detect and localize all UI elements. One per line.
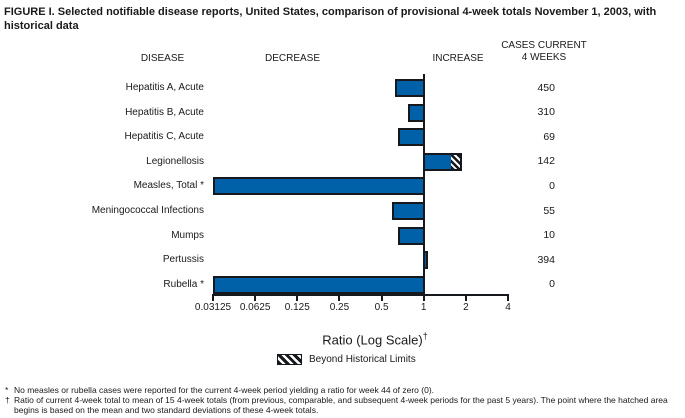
disease-label: Mumps (171, 229, 204, 241)
cases-value: 0 (549, 278, 555, 291)
column-header-cases: CASES CURRENT 4 WEEKS (482, 40, 606, 64)
disease-label: Hepatitis C, Acute (124, 131, 204, 143)
ratio-bar (397, 128, 425, 147)
column-header-cases-line1: CASES CURRENT (501, 40, 587, 51)
x-axis-tick (338, 296, 341, 301)
x-axis-tick (212, 296, 214, 301)
column-header-increase: INCREASE (432, 53, 484, 64)
x-axis-label-text: Ratio (Log Scale) (322, 332, 423, 348)
cases-value: 394 (537, 253, 555, 266)
x-axis-label: Ratio (Log Scale)† (250, 331, 500, 347)
beyond-historical-limits-segment (450, 154, 460, 169)
x-axis-label-dagger: † (422, 331, 428, 341)
footnotes: * No measles or rubella cases were report… (4, 385, 680, 416)
x-axis-tick-label: 1 (420, 302, 427, 313)
footnote-dagger: † Ratio of current 4-week total to mean o… (4, 395, 680, 415)
cases-value: 55 (543, 204, 555, 217)
column-header-cases-line2: 4 WEEKS (521, 52, 567, 63)
footnote-dagger-text: Ratio of current 4-week total to mean of… (14, 395, 668, 415)
cases-value: 0 (549, 179, 555, 192)
legend: Beyond Historical Limits (277, 354, 416, 365)
x-axis-tick (254, 296, 257, 301)
cases-value: 10 (543, 229, 555, 242)
legend-label: Beyond Historical Limits (309, 354, 416, 365)
ratio-bar (213, 177, 425, 196)
x-axis-line (212, 294, 509, 296)
x-axis-tick-label: 4 (505, 302, 511, 313)
x-axis-tick (464, 296, 467, 301)
footnote-asterisk: * No measles or rubella cases were report… (4, 385, 680, 396)
x-axis-tick-label: 0.0625 (239, 302, 271, 313)
cases-value: 450 (537, 81, 555, 94)
x-axis-tick (507, 296, 509, 301)
ratio-bar (407, 103, 425, 122)
ratio-bar (391, 202, 425, 220)
footnote-asterisk-marker: * (5, 385, 9, 395)
cases-value: 69 (543, 130, 555, 143)
column-header-disease: DISEASE (140, 53, 185, 64)
ratio-bar (422, 152, 462, 171)
x-axis-tick (422, 296, 425, 301)
hatched-pattern-swatch-icon (277, 354, 302, 365)
cases-value: 310 (537, 106, 555, 119)
x-axis-tick-label: 0.03125 (194, 302, 232, 313)
x-axis-tick-label: 0.25 (329, 302, 350, 313)
figure-title: FIGURE I. Selected notifiable disease re… (4, 6, 657, 32)
x-axis-tick-label: 0.5 (374, 302, 389, 313)
x-axis-tick (380, 296, 383, 301)
disease-label: Meningococcal Infections (91, 205, 204, 216)
ratio-bar (394, 79, 425, 97)
disease-label: Measles, Total * (133, 180, 204, 192)
disease-label: Rubella * (163, 278, 204, 290)
cases-value: 142 (537, 155, 555, 168)
disease-label: Pertussis (162, 254, 204, 266)
disease-label: Legionellosis (146, 155, 204, 167)
disease-label: Hepatitis B, Acute (125, 106, 204, 118)
x-axis-tick-label: 2 (463, 302, 469, 313)
disease-label: Hepatitis A, Acute (125, 82, 204, 93)
x-axis-tick (296, 296, 299, 301)
x-axis-tick-label: 0.125 (284, 302, 310, 313)
footnote-asterisk-text: No measles or rubella cases were reporte… (14, 385, 435, 395)
footnote-dagger-marker: † (5, 395, 10, 405)
ratio-bar (213, 275, 425, 294)
ratio-bar (422, 251, 428, 270)
column-header-decrease: DECREASE (264, 53, 320, 64)
ratio-bar (397, 226, 425, 245)
